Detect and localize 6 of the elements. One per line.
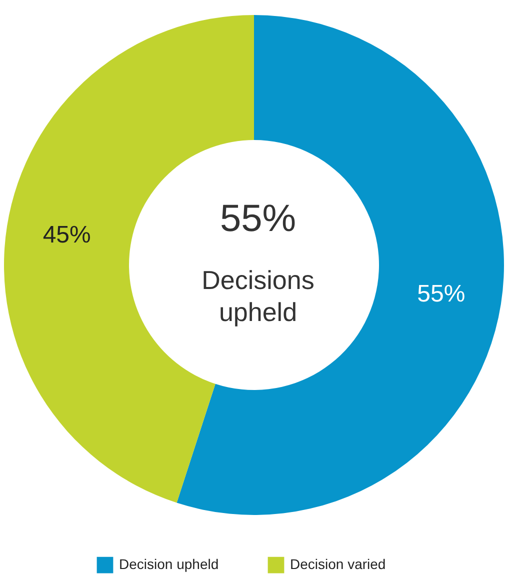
data-label: 45% <box>42 221 91 248</box>
legend-label: Decision upheld <box>119 556 219 572</box>
legend-label: Decision varied <box>290 556 386 572</box>
text: 55% <box>220 198 296 240</box>
data-label: 55% <box>417 280 466 308</box>
text: Decisions upheld <box>202 265 314 327</box>
